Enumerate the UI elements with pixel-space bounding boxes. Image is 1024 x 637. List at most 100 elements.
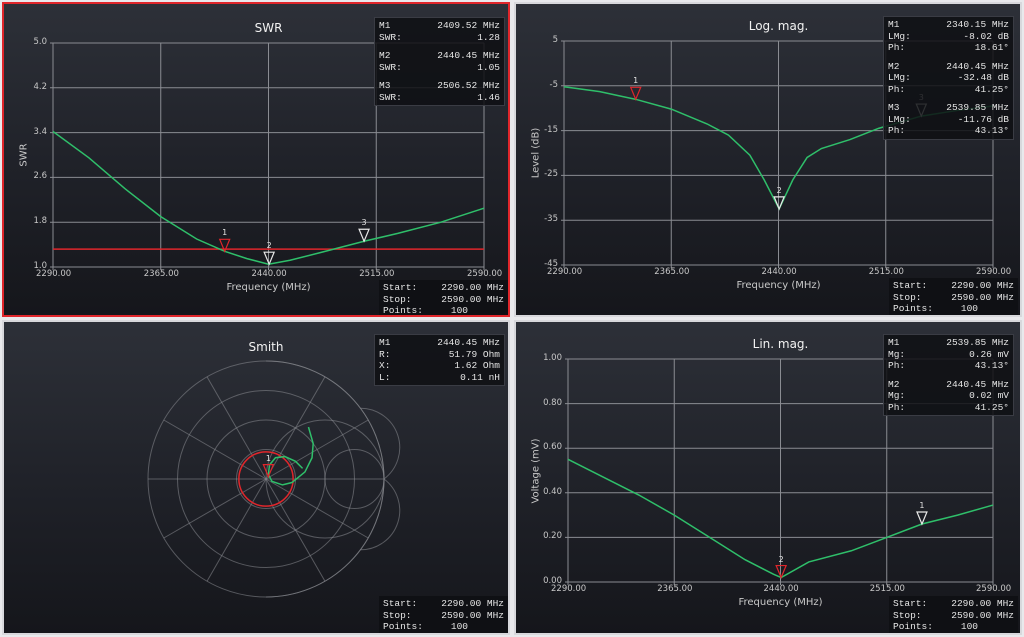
marker-readout-m3: M3 2506.52 MHz SWR: 1.46 [379,80,500,103]
trace-line [567,458,994,579]
sweep-stop-row: Stop: 2590.00 MHz [383,294,504,306]
sweep-start-value: 2290.00 MHz [441,598,504,609]
sweep-points-value: 100 [450,305,468,316]
y-tick-label: 0.80 [543,397,562,408]
y-tick-label: 1.0 [33,261,47,271]
smith-reactance-arc [265,360,385,480]
x-tick-label: 2365.00 [654,267,690,277]
x-tick-label: 2290.00 [551,584,587,594]
x-tick-label: 2440.00 [763,584,799,594]
marker-value: 18.61° [974,42,1009,53]
marker-freq-row: M3 2506.52 MHz [379,80,500,92]
smith-radial-line [206,478,267,582]
y-tick-label: 0.20 [543,531,562,542]
sweep-points-row: Points: 100 [893,621,1014,633]
marker-triangle-icon [218,238,231,253]
marker-number: 1 [265,453,271,463]
sweep-info-box: Start: 2290.00 MHz Stop: 2590.00 MHz Points:… [379,596,508,633]
sweep-stop-row: Stop: 2590.00 MHz [893,610,1014,622]
y-tick-label: 1.00 [543,353,562,363]
marker-value-label: LMg: [888,30,911,42]
swr-panel[interactable]: SWR 2290.00 2365.00 2440.00 2515.00 2590.00 1.… [2,2,510,317]
y-tick-label: 1.8 [33,216,47,227]
marker-value: 51.79 Ohm [448,348,500,360]
x-tick-label: 2515.00 [869,584,905,594]
marker-value: 43.13° [974,360,1009,371]
plot-canvas[interactable] [4,322,510,635]
marker-value-label: Ph: [888,83,906,95]
marker-value: 0.02 mV [969,390,1009,401]
x-axis-label: Frequency (MHz) [226,282,311,293]
x-tick-label: 2590.00 [976,584,1012,594]
marker-value-label: R: [379,348,391,360]
marker-value-row: Ph: 43.13° [888,125,1009,137]
plot-canvas[interactable] [516,322,1022,635]
y-tick-label: 4.2 [33,81,47,92]
marker-value-row: SWR: 1.46 [379,92,500,104]
marker-readout-m3: M3 2539.85 MHz LMg: -11.76 dB Ph: 43.13° [888,102,1009,137]
x-axis-label: Frequency (MHz) [738,597,823,608]
y-tick-label: 0.00 [543,576,562,586]
marker-value: 43.13° [974,125,1009,136]
plot-canvas[interactable] [4,4,510,317]
marker-id: M1 [379,20,391,31]
marker-value-label: L: [379,371,391,383]
marker-frequency: 2440.45 MHz [437,337,500,348]
sweep-start-label: Start: [893,598,928,609]
marker-frequency: 2340.15 MHz [946,19,1009,30]
y-tick-label: 2.6 [33,171,47,182]
marker-readout-m1: M1 2440.45 MHz R: 51.79 Ohm X: 1.62 Ohm L: 0.11… [379,337,500,383]
marker-value-label: Ph: [888,42,906,53]
marker-frequency: 2409.52 MHz [437,20,500,31]
marker-freq-row: M2 2440.45 MHz [379,50,500,62]
marker-value-row: LMg: -11.76 dB [888,114,1009,126]
sweep-start-row: Start: 2290.00 MHz [383,598,504,610]
x-tick-label: 2365.00 [143,269,179,279]
y-tick-label: 5.0 [33,37,47,47]
y-tick-label: 5 [552,35,558,45]
marker-freq-row: M1 2409.52 MHz [379,20,500,32]
sweep-start-label: Start: [383,598,418,609]
sweep-info-box: Start: 2290.00 MHz Stop: 2590.00 MHz Points:… [379,280,508,316]
y-tick-label: -25 [544,169,558,180]
sweep-points-label: Points: [383,621,423,632]
marker-value: 0.11 nH [460,371,500,383]
chart-title: Log. mag. [748,19,809,33]
marker-readout-m2: M2 2440.45 MHz Mg: 0.02 mV Ph: 41.25° [888,379,1009,414]
marker-triangle-icon [263,251,276,266]
x-tick-label: 2365.00 [657,584,693,594]
smith-trace [267,426,314,486]
marker-freq-row: M2 2440.45 MHz [888,379,1009,391]
marker-freq-row: M1 2440.45 MHz [379,337,500,349]
sweep-info-box: Start: 2290.00 MHz Stop: 2590.00 MHz Points:… [889,278,1018,315]
sweep-start-value: 2290.00 MHz [441,282,504,293]
marker-id: M1 [379,337,391,348]
sweep-stop-label: Stop: [383,609,412,621]
chart-title: SWR [254,21,283,35]
x-tick-label: 2590.00 [976,267,1012,277]
marker-value: -11.76 dB [957,113,1009,125]
sweep-points-value: 100 [450,621,468,632]
marker-value-row: LMg: -8.02 dB [888,31,1009,43]
marker-readout-m1: M1 2539.85 MHz Mg: 0.26 mV Ph: 43.13° [888,337,1009,372]
y-tick-label: -5 [549,79,558,90]
sweep-start-row: Start: 2290.00 MHz [893,280,1014,292]
marker-freq-row: M2 2440.45 MHz [888,61,1009,73]
smith-reactance-arc [360,407,401,480]
sweep-start-label: Start: [893,280,928,291]
marker-value-label: SWR: [379,91,402,103]
marker-value-row: R: 51.79 Ohm [379,349,500,361]
marker-readout-m1: M1 2340.15 MHz LMg: -8.02 dB Ph: 18.61° [888,19,1009,54]
marker-value-row: Ph: 41.25° [888,84,1009,96]
sweep-stop-value: 2590.00 MHz [441,609,504,621]
sweep-start-value: 2290.00 MHz [951,598,1014,609]
marker-triangle-icon [262,464,275,479]
lin-mag-panel[interactable]: Lin. mag. 2290.00 2365.00 2440.00 2515.00 259… [514,320,1022,635]
sweep-points-label: Points: [893,621,933,632]
marker-value-row: X: 1.62 Ohm [379,360,500,372]
marker-value: 1.05 [477,61,500,73]
marker-id: M1 [888,337,900,348]
log-mag-panel[interactable]: Log. mag. 2290.00 2365.00 2440.00 2515.00 259… [514,2,1022,317]
smith-panel[interactable]: Smith 1 M1 2440.45 MHz R: 51.79 Ohm X: 1.62 Ohm… [2,320,510,635]
marker-value-label: Ph: [888,401,906,413]
